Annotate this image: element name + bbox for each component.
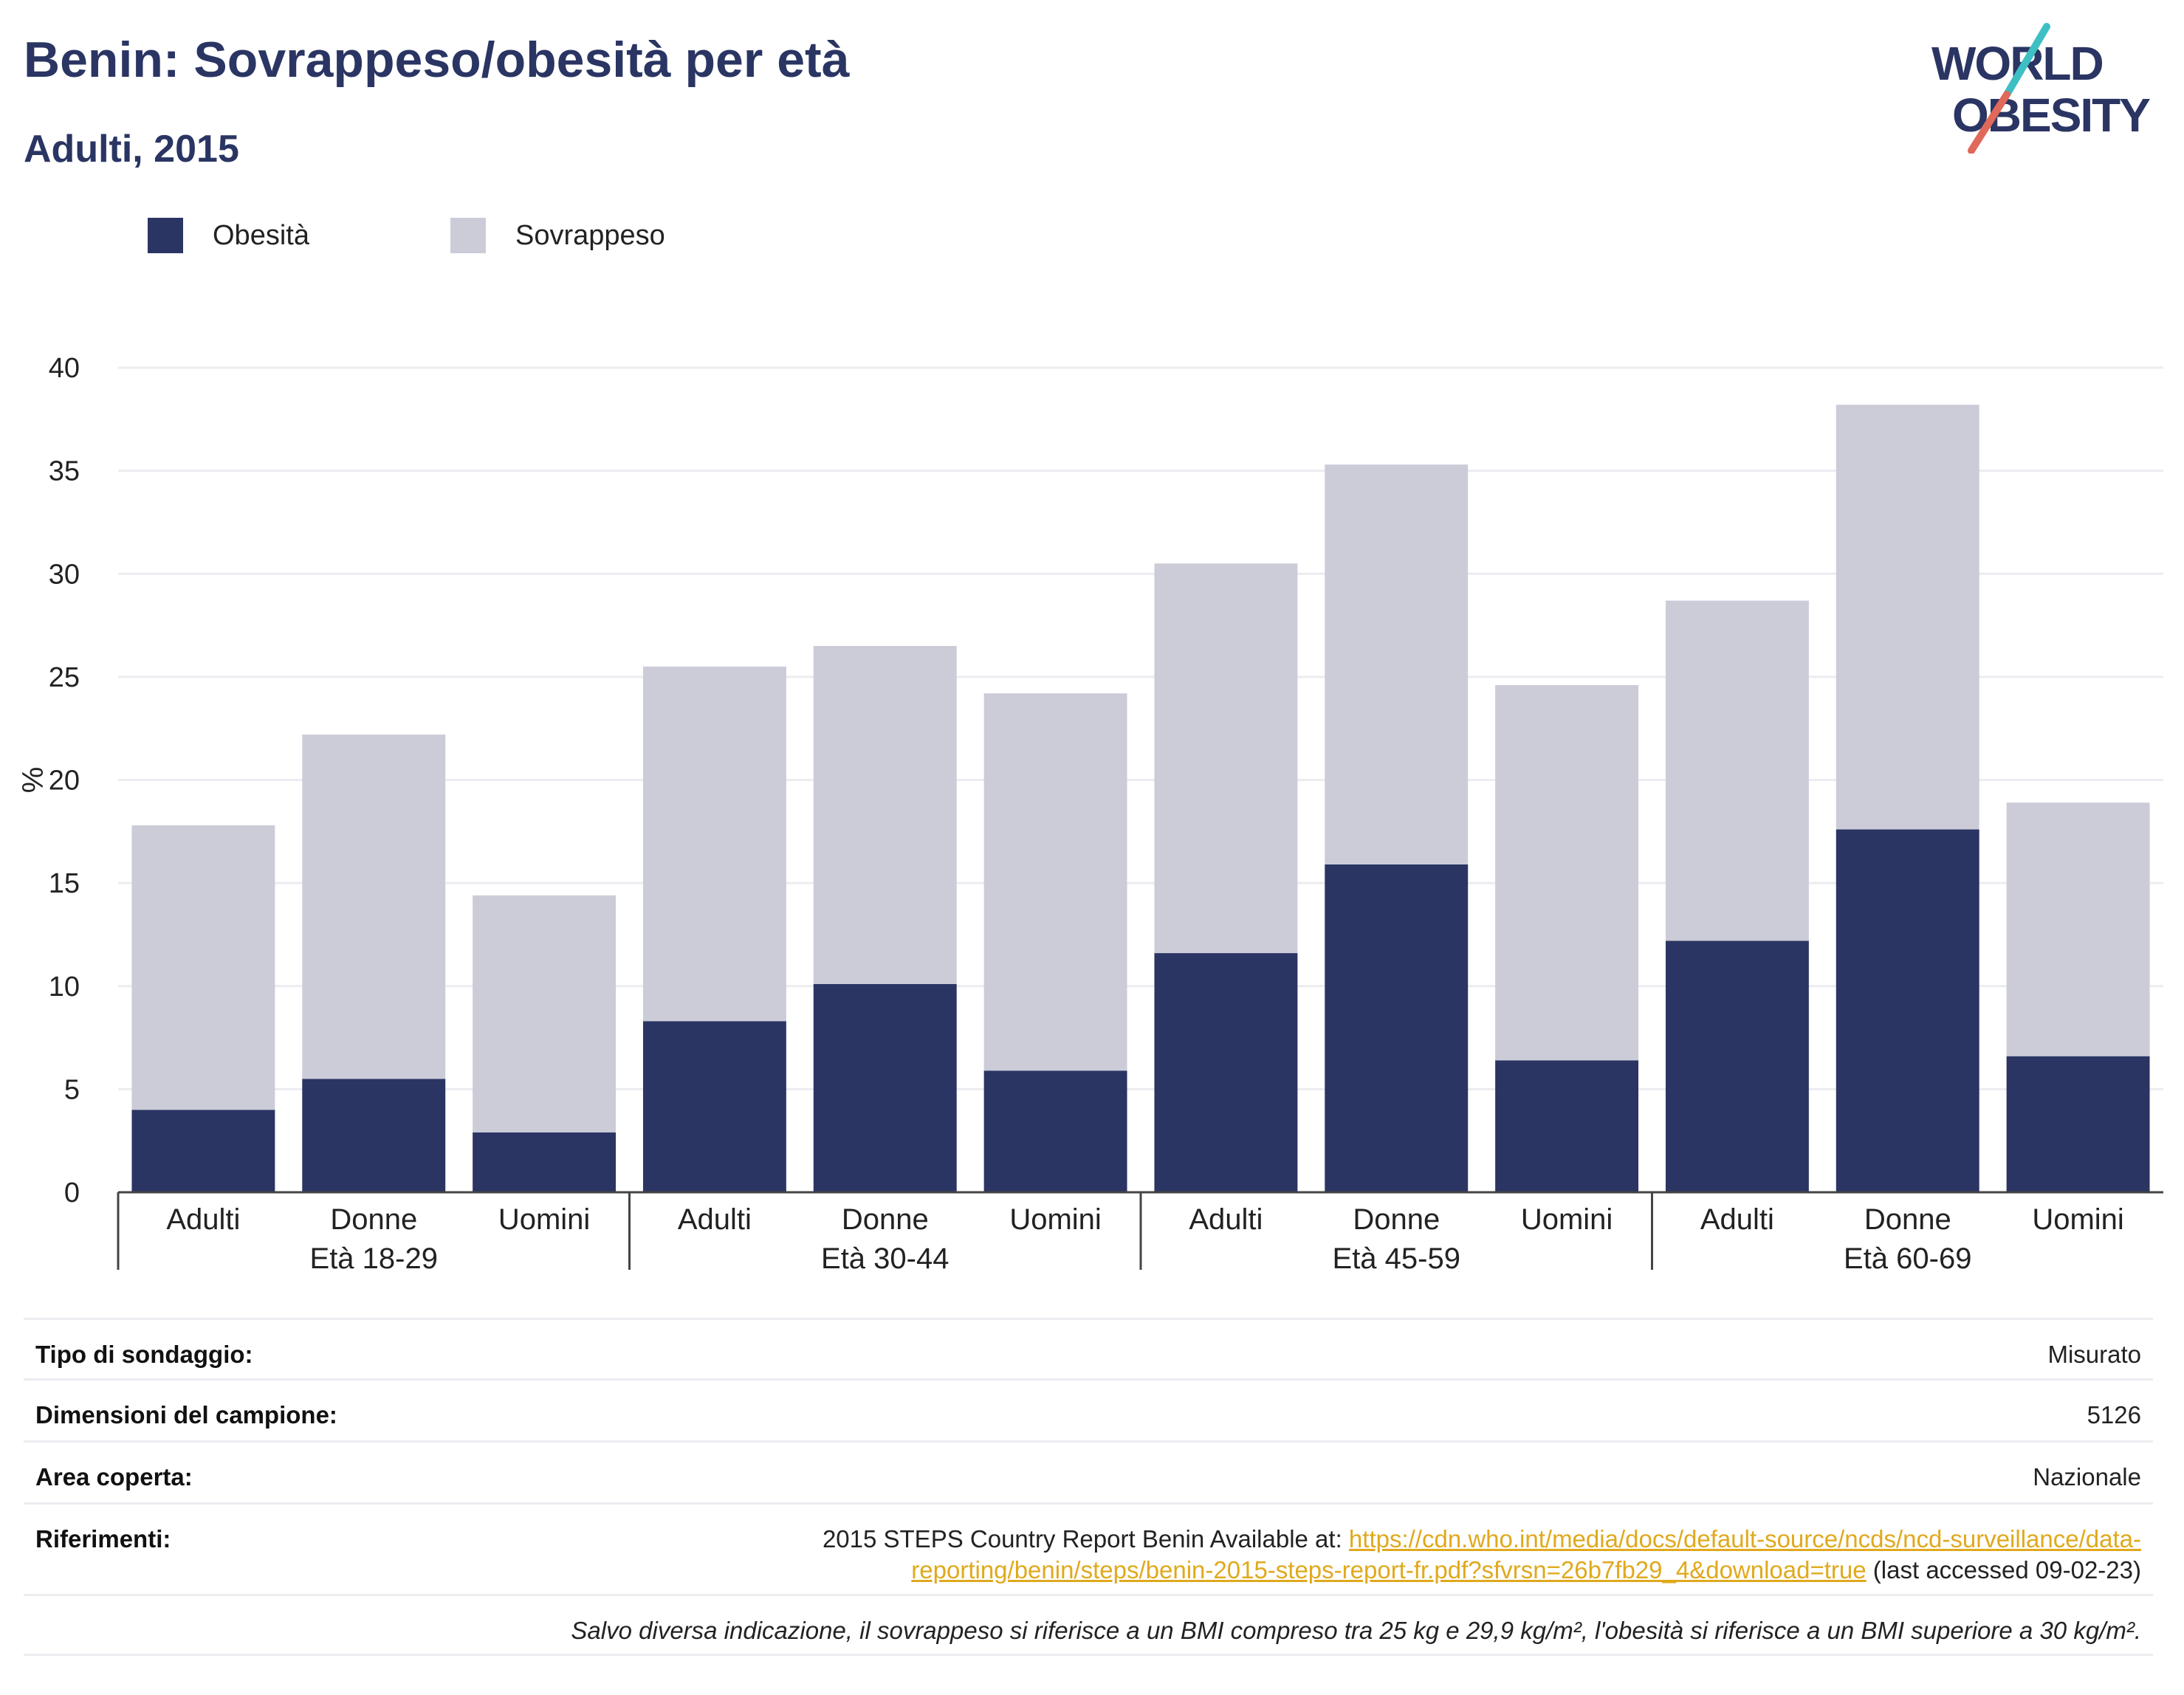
x-tick-label-1: Donne xyxy=(330,1203,417,1236)
references-label: Riferimenti: xyxy=(35,1525,171,1553)
bar-obesity-7 xyxy=(1325,864,1469,1192)
y-tick-label-20: 20 xyxy=(49,766,80,797)
info-row-references: Riferimenti: 2015 STEPS Country Report B… xyxy=(24,1502,2153,1594)
group-label-3: Età 60-69 xyxy=(1844,1242,1971,1275)
y-tick-label-5: 5 xyxy=(64,1074,80,1105)
legend-label-overweight: Sovrappeso xyxy=(515,219,665,251)
bar-obesity-1 xyxy=(302,1079,446,1192)
references-value: 2015 STEPS Country Report Benin Availabl… xyxy=(823,1524,2141,1586)
bar-obesity-10 xyxy=(1836,829,1979,1192)
bar-obesity-6 xyxy=(1154,953,1298,1192)
y-tick-label-25: 25 xyxy=(49,662,80,693)
legend-label-obesity: Obesità xyxy=(213,219,309,251)
y-tick-label-30: 30 xyxy=(49,559,80,590)
group-label-0: Età 18-29 xyxy=(310,1242,438,1275)
x-tick-label-8: Uomini xyxy=(1521,1203,1613,1236)
bar-overweight-2 xyxy=(473,895,617,1133)
bar-obesity-4 xyxy=(813,983,957,1192)
legend-item-obesity[interactable]: Obesità xyxy=(148,218,309,253)
x-tick-label-0: Adulti xyxy=(166,1203,240,1236)
bar-obesity-8 xyxy=(1495,1060,1639,1192)
x-tick-label-3: Adulti xyxy=(678,1203,752,1236)
y-tick-label-10: 10 xyxy=(49,972,80,1003)
x-tick-label-11: Uomini xyxy=(2032,1203,2123,1236)
legend-swatch-overweight xyxy=(450,218,486,253)
references-prefix: 2015 STEPS Country Report Benin Availabl… xyxy=(822,1525,1349,1553)
bar-overweight-11 xyxy=(2006,802,2150,1056)
sample-size-value: 5126 xyxy=(2087,1401,2141,1428)
info-row-sample-size: Dimensioni del campione: 5126 xyxy=(24,1378,2153,1440)
survey-type-value: Misurato xyxy=(2047,1341,2141,1368)
y-tick-label-40: 40 xyxy=(49,353,80,384)
info-row-survey-type: Tipo di sondaggio: Misurato xyxy=(24,1318,2153,1378)
bar-overweight-0 xyxy=(131,825,275,1110)
bar-overweight-1 xyxy=(302,735,446,1079)
area-value: Nazionale xyxy=(2033,1463,2141,1491)
references-link-line2[interactable]: reporting/benin/steps/benin-2015-steps-r… xyxy=(911,1556,1867,1584)
bar-obesity-2 xyxy=(473,1132,617,1192)
info-row-note: Salvo diversa indicazione, il sovrappeso… xyxy=(24,1594,2153,1656)
info-row-area: Area coperta: Nazionale xyxy=(24,1440,2153,1502)
bar-obesity-9 xyxy=(1665,941,1809,1192)
bar-obesity-0 xyxy=(131,1110,275,1192)
chart-title: Benin: Sovrappeso/obesità per età xyxy=(24,32,850,88)
area-label: Area coperta: xyxy=(35,1463,193,1491)
bar-overweight-10 xyxy=(1836,405,1979,830)
bar-obesity-11 xyxy=(2006,1056,2150,1192)
x-tick-label-2: Uomini xyxy=(498,1203,590,1236)
bar-overweight-5 xyxy=(983,693,1127,1071)
references-suffix: (last accessed 09-02-23) xyxy=(1866,1556,2141,1584)
legend-item-overweight[interactable]: Sovrappeso xyxy=(450,218,665,253)
y-tick-label-0: 0 xyxy=(64,1177,80,1208)
legend-swatch-obesity xyxy=(148,218,183,253)
y-axis-label: % xyxy=(17,767,49,794)
bar-overweight-8 xyxy=(1495,685,1639,1061)
stacked-bar-chart: 0 5 10 15 20 25 30 35 40% Adulti Donne Uomini Adulti… xyxy=(17,353,2163,1275)
bmi-definition-note: Salvo diversa indicazione, il sovrappeso… xyxy=(571,1617,2141,1644)
references-link-line1[interactable]: https://cdn.who.int/media/docs/default-s… xyxy=(1348,1525,2141,1553)
y-tick-label-35: 35 xyxy=(49,456,80,487)
x-tick-label-4: Donne xyxy=(842,1203,929,1236)
bar-overweight-7 xyxy=(1325,464,1469,864)
bar-obesity-5 xyxy=(983,1070,1127,1192)
x-tick-label-10: Donne xyxy=(1864,1203,1951,1236)
world-obesity-logo: WORLD OBESITY xyxy=(1931,23,2152,154)
x-tick-label-7: Donne xyxy=(1353,1203,1440,1236)
chart-subtitle: Adulti, 2015 xyxy=(24,128,239,171)
survey-type-label: Tipo di sondaggio: xyxy=(35,1341,253,1368)
y-tick-label-15: 15 xyxy=(49,868,80,899)
bar-overweight-6 xyxy=(1154,563,1298,954)
bar-overweight-9 xyxy=(1665,600,1809,941)
bar-overweight-4 xyxy=(813,645,957,984)
group-label-1: Età 30-44 xyxy=(821,1242,949,1275)
sample-size-label: Dimensioni del campione: xyxy=(35,1401,337,1428)
bar-overweight-3 xyxy=(642,666,786,1022)
survey-info-table: Tipo di sondaggio: Misurato Dimensioni d… xyxy=(24,1318,2153,1656)
x-tick-label-6: Adulti xyxy=(1189,1203,1263,1236)
x-tick-label-5: Uomini xyxy=(1009,1203,1101,1236)
bar-obesity-3 xyxy=(642,1021,786,1192)
x-tick-label-9: Adulti xyxy=(1700,1203,1774,1236)
group-label-2: Età 45-59 xyxy=(1333,1242,1460,1275)
